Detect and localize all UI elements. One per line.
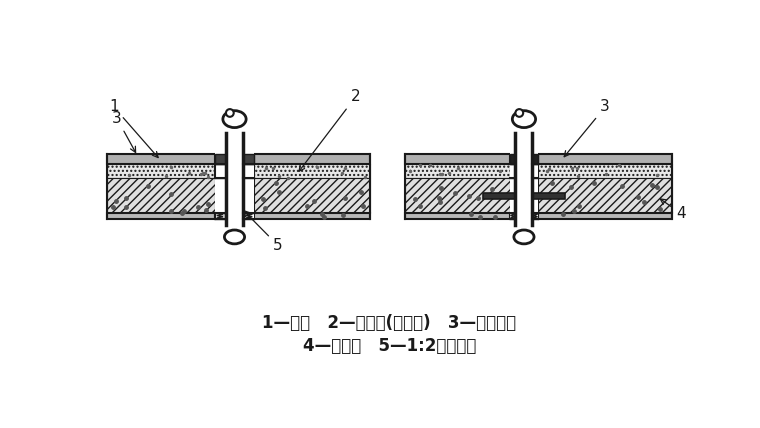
Text: 3: 3 — [112, 111, 135, 152]
Ellipse shape — [226, 109, 234, 117]
Bar — [538, 178, 673, 213]
Bar — [405, 164, 510, 178]
Text: 4—止水带   5—1:2水泥砂浆: 4—止水带 5—1:2水泥砂浆 — [302, 337, 477, 355]
Bar — [405, 154, 510, 164]
Bar — [254, 154, 370, 164]
Bar — [215, 154, 254, 164]
Bar — [106, 154, 215, 164]
Bar — [254, 178, 370, 213]
Ellipse shape — [224, 230, 245, 244]
Text: 3: 3 — [564, 99, 610, 157]
Ellipse shape — [514, 230, 534, 244]
Bar — [510, 115, 538, 235]
Bar — [483, 193, 565, 199]
Bar — [405, 178, 510, 213]
Bar — [405, 213, 510, 219]
Text: 1—面层   2—找平层(防水层)   3—密封材料: 1—面层 2—找平层(防水层) 3—密封材料 — [262, 314, 517, 332]
Bar — [510, 154, 538, 164]
Ellipse shape — [512, 111, 536, 128]
Ellipse shape — [515, 109, 523, 117]
Bar — [515, 127, 533, 231]
Text: 5: 5 — [244, 211, 283, 253]
Bar — [226, 127, 243, 231]
Bar — [106, 164, 215, 178]
Bar — [215, 115, 254, 235]
Text: 2: 2 — [299, 89, 360, 171]
Bar — [254, 213, 370, 219]
Ellipse shape — [223, 111, 246, 128]
Bar — [538, 164, 673, 178]
Bar — [538, 213, 673, 219]
Text: 1: 1 — [109, 99, 158, 158]
Bar — [254, 164, 370, 178]
Bar — [106, 178, 215, 213]
Polygon shape — [217, 213, 252, 219]
Bar — [106, 213, 215, 219]
Polygon shape — [511, 213, 537, 219]
Bar — [538, 154, 673, 164]
Text: 4: 4 — [660, 199, 686, 221]
